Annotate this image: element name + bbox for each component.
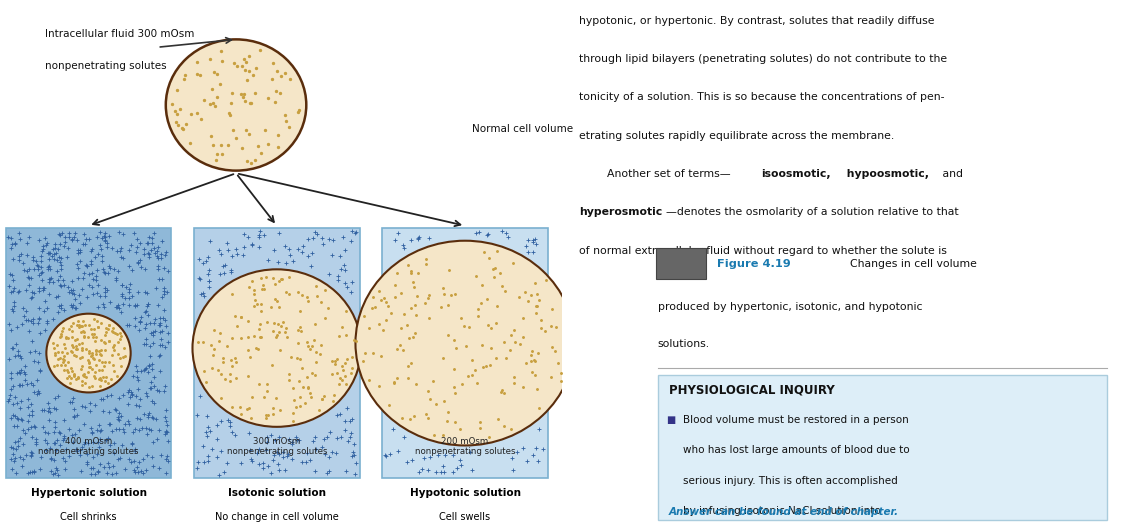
Circle shape xyxy=(355,240,574,445)
Circle shape xyxy=(165,39,306,171)
Text: produced by hypertonic, isotonic, and hypotonic: produced by hypertonic, isotonic, and hy… xyxy=(658,302,922,312)
Text: tonicity of a solution. This is so because the concentrations of pen-: tonicity of a solution. This is so becau… xyxy=(579,92,944,102)
Text: serious injury. This is often accomplished: serious injury. This is often accomplish… xyxy=(683,476,898,486)
Text: solutions.: solutions. xyxy=(658,339,709,349)
Text: and: and xyxy=(939,169,962,179)
FancyBboxPatch shape xyxy=(193,228,360,478)
Text: R: R xyxy=(690,259,697,268)
Text: Changes in cell volume: Changes in cell volume xyxy=(843,258,977,269)
Text: ■: ■ xyxy=(665,415,676,425)
Text: through lipid bilayers (penetrating solutes) do not contribute to the: through lipid bilayers (penetrating solu… xyxy=(579,54,948,64)
Text: Hypotonic solution: Hypotonic solution xyxy=(409,488,520,498)
Circle shape xyxy=(192,269,361,427)
Text: hypotonic, or hypertonic. By contrast, solutes that readily diffuse: hypotonic, or hypertonic. By contrast, s… xyxy=(579,16,934,26)
Text: Another set of terms—: Another set of terms— xyxy=(579,169,731,179)
Text: Intracellular fluid 300 mOsm: Intracellular fluid 300 mOsm xyxy=(45,29,194,39)
Text: hypoosmotic,: hypoosmotic, xyxy=(843,169,930,179)
Text: nonpenetrating solutes: nonpenetrating solutes xyxy=(45,60,166,71)
Text: Answer can be found at end of chapter.: Answer can be found at end of chapter. xyxy=(669,507,899,517)
Text: 400 mOsm
nonpenetrating solutes: 400 mOsm nonpenetrating solutes xyxy=(38,437,138,456)
Text: —denotes the osmolarity of a solution relative to that: —denotes the osmolarity of a solution re… xyxy=(665,207,959,217)
Text: Figure 4.19: Figure 4.19 xyxy=(717,258,790,269)
FancyBboxPatch shape xyxy=(382,228,549,478)
Text: 300 mOsm
nonpenetrating solutes: 300 mOsm nonpenetrating solutes xyxy=(227,437,327,456)
Text: Blood volume must be restored in a person: Blood volume must be restored in a perso… xyxy=(683,415,908,425)
Text: Hypertonic solution: Hypertonic solution xyxy=(30,488,146,498)
Text: PHYSIOLOGICAL INQUIRY: PHYSIOLOGICAL INQUIRY xyxy=(669,383,834,396)
Text: |: | xyxy=(683,259,686,268)
Text: who has lost large amounts of blood due to: who has lost large amounts of blood due … xyxy=(683,445,909,455)
Text: of normal extracellular fluid without regard to whether the solute is: of normal extracellular fluid without re… xyxy=(579,246,946,256)
FancyBboxPatch shape xyxy=(6,228,171,478)
Text: Isotonic solution: Isotonic solution xyxy=(228,488,326,498)
Text: hyperosmotic: hyperosmotic xyxy=(579,207,662,217)
Text: etrating solutes rapidly equilibrate across the membrane.: etrating solutes rapidly equilibrate acr… xyxy=(579,131,894,141)
Text: 200 mOsm
nonpenetrating solutes: 200 mOsm nonpenetrating solutes xyxy=(415,437,515,456)
Text: AP: AP xyxy=(662,259,676,268)
Text: Cell shrinks: Cell shrinks xyxy=(61,512,117,522)
Text: by infusing isotonic NaCl solution into: by infusing isotonic NaCl solution into xyxy=(683,506,880,516)
Text: Cell swells: Cell swells xyxy=(439,512,490,522)
Text: Normal cell volume: Normal cell volume xyxy=(472,123,573,134)
Circle shape xyxy=(46,313,130,393)
FancyBboxPatch shape xyxy=(656,248,706,279)
FancyBboxPatch shape xyxy=(658,375,1107,520)
Text: No change in cell volume: No change in cell volume xyxy=(215,512,338,522)
Text: isoosmotic,: isoosmotic, xyxy=(762,169,831,179)
